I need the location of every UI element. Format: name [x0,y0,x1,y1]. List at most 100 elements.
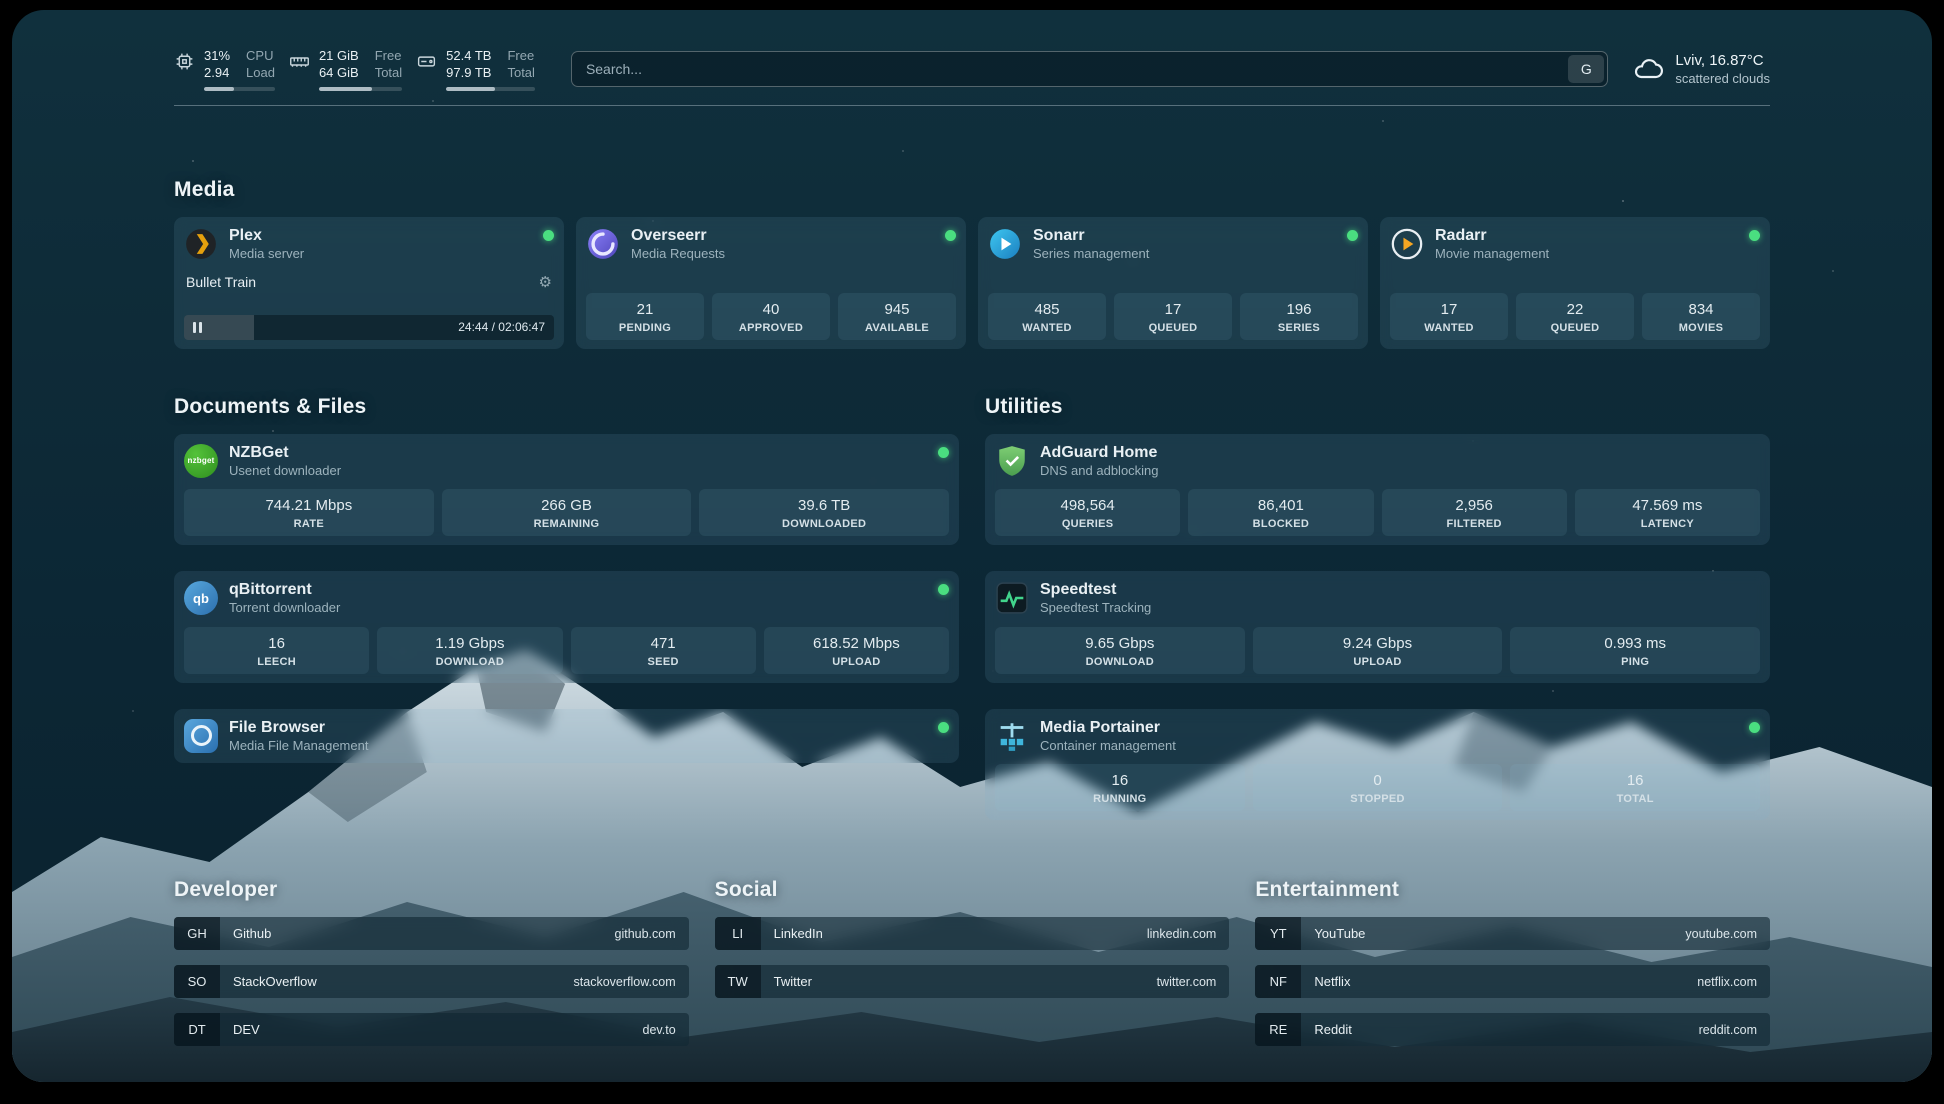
disk-free-label: Free [507,48,535,63]
cpu-load-label: Load [246,64,275,80]
bookmark-linkedin[interactable]: LI LinkedIn linkedin.com [714,917,1230,951]
social-group: Social LI LinkedIn linkedin.com TW Twitt… [714,878,1230,1046]
stat-box: 9.24 Gbps UPLOAD [1252,626,1503,674]
service-subtitle: Series management [1033,245,1150,261]
bookmark-youtube[interactable]: YT YouTube youtube.com [1255,917,1770,951]
sonarr-card: Sonarr Series management 485 WANTED 17 Q… [978,216,1368,349]
bookmark-netflix[interactable]: NF Netflix netflix.com [1255,965,1770,999]
bookmark-name: Github [233,926,272,942]
bookmark-abbr: NF [1255,965,1302,999]
top-bar: 31% CPU 2.94 Load 21 GiB Free 64 GiB Tot… [174,48,1770,91]
radarr-link[interactable]: Radarr Movie management [1390,226,1760,262]
now-playing-title: Bullet Train [186,274,257,291]
stat-box: 485 WANTED [988,292,1106,340]
disk-widget: 52.4 TB Free 97.9 TB Total [416,48,535,91]
disk-icon [418,56,436,67]
bookmark-abbr: YT [1255,917,1302,951]
qbittorrent-link[interactable]: qb qBittorrent Torrent downloader [184,580,949,616]
bookmark-name: Netflix [1314,974,1351,990]
plex-link[interactable]: Plex Media server [184,226,554,262]
service-subtitle: Media server [229,245,305,261]
nzbget-icon: nzbget [184,443,218,478]
sonarr-icon [988,227,1022,261]
memory-widget: 21 GiB Free 64 GiB Total [289,48,403,91]
stat-box: 2,956 FILTERED [1381,489,1567,537]
bookmark-abbr: GH [174,917,220,951]
bookmark-reddit[interactable]: RE Reddit reddit.com [1255,1013,1770,1047]
cpu-usage-value: 31% [204,48,231,63]
portainer-link[interactable]: Media Portainer Container management [995,718,1760,754]
service-subtitle: Usenet downloader [229,462,342,478]
service-subtitle: Media File Management [229,737,369,753]
service-name: Radarr [1435,226,1487,244]
bookmark-github[interactable]: GH Github github.com [174,917,689,951]
portainer-card: Media Portainer Container management 16 … [985,708,1770,821]
pause-icon[interactable] [193,321,202,333]
plex-progress-bar[interactable]: 24:44 / 02:06:47 [184,314,554,340]
stat-box: 471 SEED [570,626,756,674]
memory-total-label: Total [374,64,403,80]
bookmark-abbr: TW [714,965,761,999]
service-subtitle: Media Requests [631,245,725,261]
cloud-icon [1635,59,1664,79]
filebrowser-link[interactable]: File Browser Media File Management [184,718,949,754]
memory-total-value: 64 GiB [318,64,359,80]
stat-box: 22 QUEUED [1516,292,1634,340]
gear-icon[interactable]: ⚙ [538,273,552,291]
stat-box: 0 STOPPED [1252,764,1503,812]
memory-icon [290,57,309,67]
stat-box: 618.52 Mbps UPLOAD [763,626,949,674]
radarr-card: Radarr Movie management 17 WANTED 22 QUE… [1380,216,1770,349]
stat-box: 0.993 ms PING [1510,626,1761,674]
stat-box: 16 TOTAL [1510,764,1761,812]
status-dot [945,229,956,241]
service-name: AdGuard Home [1040,443,1158,461]
bookmark-name: DEV [233,1022,260,1038]
weather-widget: Lviv, 16.87°C scattered clouds [1632,51,1770,87]
stat-box: 17 QUEUED [1114,292,1232,340]
nzbget-link[interactable]: nzbget NZBGet Usenet downloader [184,443,949,479]
status-dot [1749,229,1760,241]
bookmark-twitter[interactable]: TW Twitter twitter.com [714,965,1230,999]
sonarr-link[interactable]: Sonarr Series management [988,226,1358,262]
media-section: Media Plex Media server [174,178,1770,349]
weather-condition: scattered clouds [1675,70,1770,86]
adguard-link[interactable]: AdGuard Home DNS and adblocking [995,443,1760,479]
service-subtitle: Torrent downloader [229,600,341,616]
section-title-developer: Developer [174,878,278,902]
bookmark-abbr: LI [714,917,761,951]
section-title-utilities: Utilities [985,394,1063,418]
bookmark-url: twitter.com [1156,974,1217,989]
developer-group: Developer GH Github github.com SO StackO… [174,878,689,1047]
bookmark-abbr: SO [174,965,220,999]
status-dot [938,584,949,596]
service-subtitle: DNS and adblocking [1040,462,1159,478]
adguard-card: AdGuard Home DNS and adblocking 498,564 … [985,433,1770,546]
status-dot [1347,229,1358,241]
search-input[interactable] [570,51,1609,88]
overseerr-link[interactable]: Overseerr Media Requests [586,226,956,262]
bookmark-stackoverflow[interactable]: SO StackOverflow stackoverflow.com [174,965,689,999]
entertainment-group: Entertainment YT YouTube youtube.com NF … [1255,878,1770,1047]
cpu-widget: 31% CPU 2.94 Load [174,48,275,91]
dashboard-screen: 31% CPU 2.94 Load 21 GiB Free 64 GiB Tot… [12,10,1932,1082]
stat-box: 16 LEECH [184,626,370,674]
now-playing-row: Bullet Train ⚙ [184,274,554,290]
service-name: Sonarr [1033,226,1085,244]
radarr-icon [1390,227,1424,261]
search-provider-button[interactable]: G [1568,55,1605,84]
disk-progress-bar [446,86,535,91]
speedtest-link[interactable]: Speedtest Speedtest Tracking [995,580,1760,616]
cpu-usage-label: CPU [246,48,274,63]
disk-free-value: 52.4 TB [446,48,492,63]
memory-progress-bar [318,86,403,91]
overseerr-icon [586,227,620,261]
bookmark-name: YouTube [1314,926,1366,942]
qbittorrent-icon: qb [184,581,218,616]
service-subtitle: Speedtest Tracking [1040,600,1152,616]
speedtest-card: Speedtest Speedtest Tracking 9.65 Gbps D… [985,571,1770,683]
stat-box: 86,401 BLOCKED [1188,489,1374,537]
bookmark-dev[interactable]: DT DEV dev.to [174,1013,689,1047]
bookmark-name: Reddit [1314,1022,1352,1038]
stat-box: 40 APPROVED [712,292,830,340]
